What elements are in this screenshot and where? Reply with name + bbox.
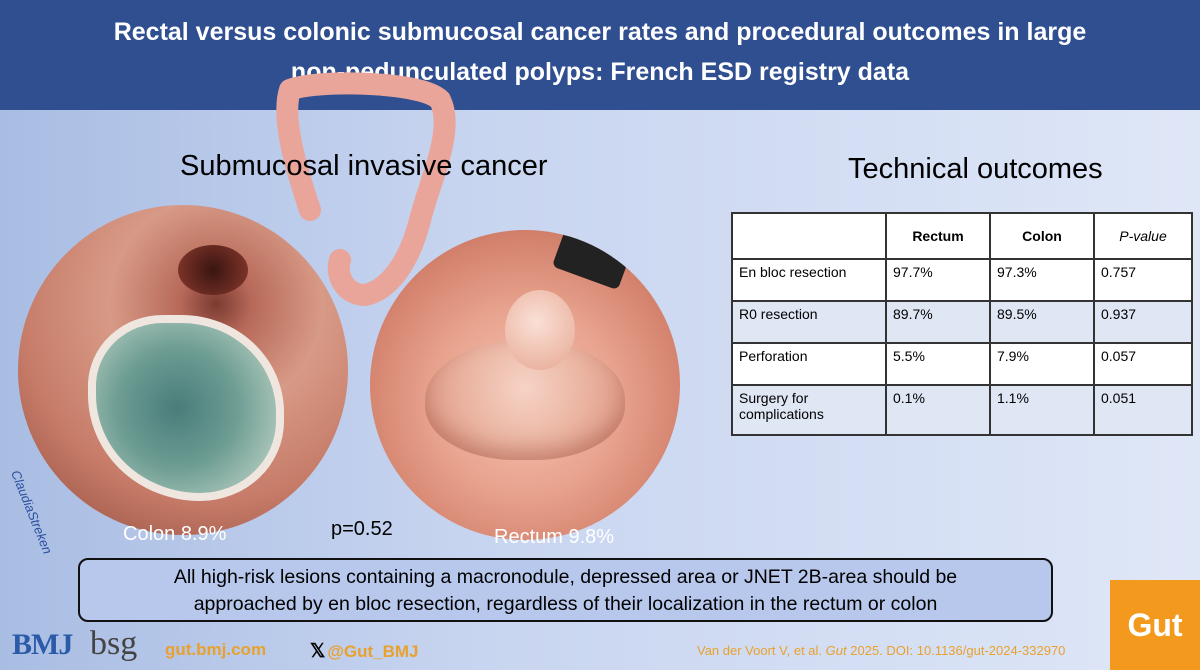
table-header-row: Rectum Colon P-value xyxy=(731,212,1193,260)
colon-lumen xyxy=(178,245,248,295)
table-header-rectum: Rectum xyxy=(885,212,991,260)
p-value: 0.937 xyxy=(1093,300,1193,344)
row-label: Perforation xyxy=(731,342,887,386)
p-value-label: p=0.52 xyxy=(331,518,393,540)
endoscope-instrument xyxy=(551,230,639,291)
row-label: R0 resection xyxy=(731,300,887,344)
rectum-value: 89.7% xyxy=(885,300,991,344)
table-header-blank xyxy=(731,212,887,260)
citation-authors: Van der Voort V, et al. xyxy=(697,643,823,658)
colon-endoscopy-image xyxy=(18,205,348,535)
colon-illustration xyxy=(276,72,456,307)
citation-journal: Gut xyxy=(825,643,847,658)
rectum-value: 97.7% xyxy=(885,258,991,302)
row-label: Surgery for complications xyxy=(731,384,887,436)
left-panel-title: Submucosal invasive cancer xyxy=(180,150,548,182)
conclusion-box: All high-risk lesions containing a macro… xyxy=(78,558,1053,622)
table-row: R0 resection 89.7% 89.5% 0.937 xyxy=(731,300,1193,344)
colon-rate-label: Colon 8.9% xyxy=(123,523,227,545)
title-line-2: non-pedunculated polyps: French ESD regi… xyxy=(290,58,910,86)
table-header-colon: Colon xyxy=(989,212,1095,260)
outcomes-table: Rectum Colon P-value En bloc resection 9… xyxy=(731,212,1193,436)
p-value: 0.757 xyxy=(1093,258,1193,302)
citation: Van der Voort V, et al. Gut 2025. DOI: 1… xyxy=(697,643,1065,658)
colon-lesion xyxy=(88,315,284,501)
colon-value: 97.3% xyxy=(989,258,1095,302)
rectum-endoscopy-image xyxy=(370,230,680,540)
rectum-value: 5.5% xyxy=(885,342,991,386)
rectum-macronodule xyxy=(505,290,575,370)
p-value: 0.051 xyxy=(1093,384,1193,436)
right-panel-title: Technical outcomes xyxy=(848,153,1103,185)
twitter-handle[interactable]: 𝕏 @Gut_BMJ xyxy=(310,640,419,663)
header-banner: Rectal versus colonic submucosal cancer … xyxy=(0,0,1200,110)
table-header-pvalue: P-value xyxy=(1093,212,1193,260)
bsg-logo: bsg xyxy=(90,625,138,662)
p-value: 0.057 xyxy=(1093,342,1193,386)
x-logo-icon: 𝕏 xyxy=(310,641,326,662)
table-row: Surgery for complications 0.1% 1.1% 0.05… xyxy=(731,384,1193,436)
colon-value: 7.9% xyxy=(989,342,1095,386)
colon-value: 1.1% xyxy=(989,384,1095,436)
citation-details: 2025. DOI: 10.1136/gut-2024-332970 xyxy=(850,643,1066,658)
artist-signature: ClaudiaStreken xyxy=(8,468,56,557)
table-row: En bloc resection 97.7% 97.3% 0.757 xyxy=(731,258,1193,302)
twitter-handle-text: @Gut_BMJ xyxy=(327,642,419,661)
conclusion-line-1: All high-risk lesions containing a macro… xyxy=(173,566,958,588)
rectum-value: 0.1% xyxy=(885,384,991,436)
table-row: Perforation 5.5% 7.9% 0.057 xyxy=(731,342,1193,386)
rectum-rate-label: Rectum 9.8% xyxy=(494,526,615,548)
bmj-logo: BMJ xyxy=(12,628,73,661)
gut-journal-logo: Gut xyxy=(1110,580,1200,670)
colon-value: 89.5% xyxy=(989,300,1095,344)
row-label: En bloc resection xyxy=(731,258,887,302)
title-line-1: Rectal versus colonic submucosal cancer … xyxy=(113,18,1087,46)
website-link[interactable]: gut.bmj.com xyxy=(165,640,267,659)
conclusion-line-2: approached by en bloc resection, regardl… xyxy=(193,593,938,615)
